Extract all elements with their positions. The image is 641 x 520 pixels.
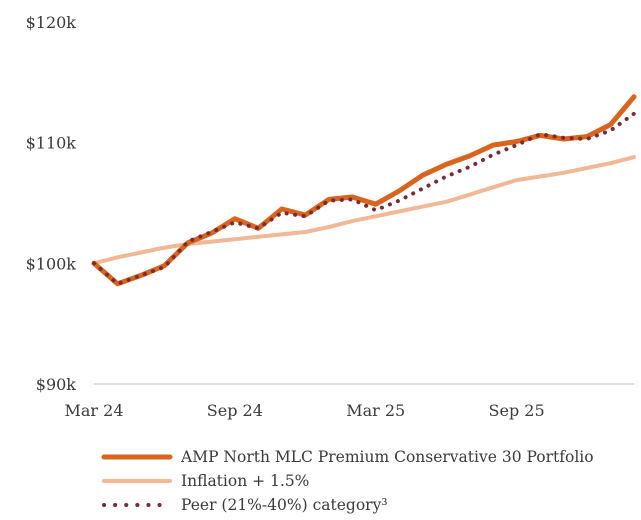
x-tick-label: Mar 24 bbox=[64, 401, 123, 420]
x-tick-label: Sep 25 bbox=[489, 401, 545, 420]
y-axis-tick-labels: $120k $110k $100k $90k bbox=[26, 13, 77, 394]
legend-label: Inflation + 1.5% bbox=[181, 472, 309, 490]
y-tick-label: $110k bbox=[26, 134, 77, 153]
legend-label: Peer (21%-40%) category³ bbox=[181, 496, 388, 514]
series-line-2 bbox=[92, 111, 636, 286]
y-tick-label: $90k bbox=[36, 375, 77, 394]
legend-item: Inflation + 1.5% bbox=[102, 472, 309, 490]
x-tick-label: Sep 24 bbox=[207, 401, 263, 420]
legend: AMP North MLC Premium Conservative 30 Po… bbox=[101, 448, 594, 514]
series-line-1 bbox=[92, 155, 636, 266]
series-line-0 bbox=[91, 94, 637, 287]
legend-label: AMP North MLC Premium Conservative 30 Po… bbox=[180, 448, 594, 466]
x-tick-label: Mar 25 bbox=[346, 401, 405, 420]
legend-item: Peer (21%-40%) category³ bbox=[102, 496, 388, 514]
legend-item: AMP North MLC Premium Conservative 30 Po… bbox=[101, 448, 594, 466]
y-tick-label: $120k bbox=[26, 13, 77, 32]
y-tick-label: $100k bbox=[26, 254, 77, 273]
x-axis-tick-labels: Mar 24 Sep 24 Mar 25 Sep 25 bbox=[64, 401, 544, 420]
series-lines bbox=[91, 94, 637, 287]
